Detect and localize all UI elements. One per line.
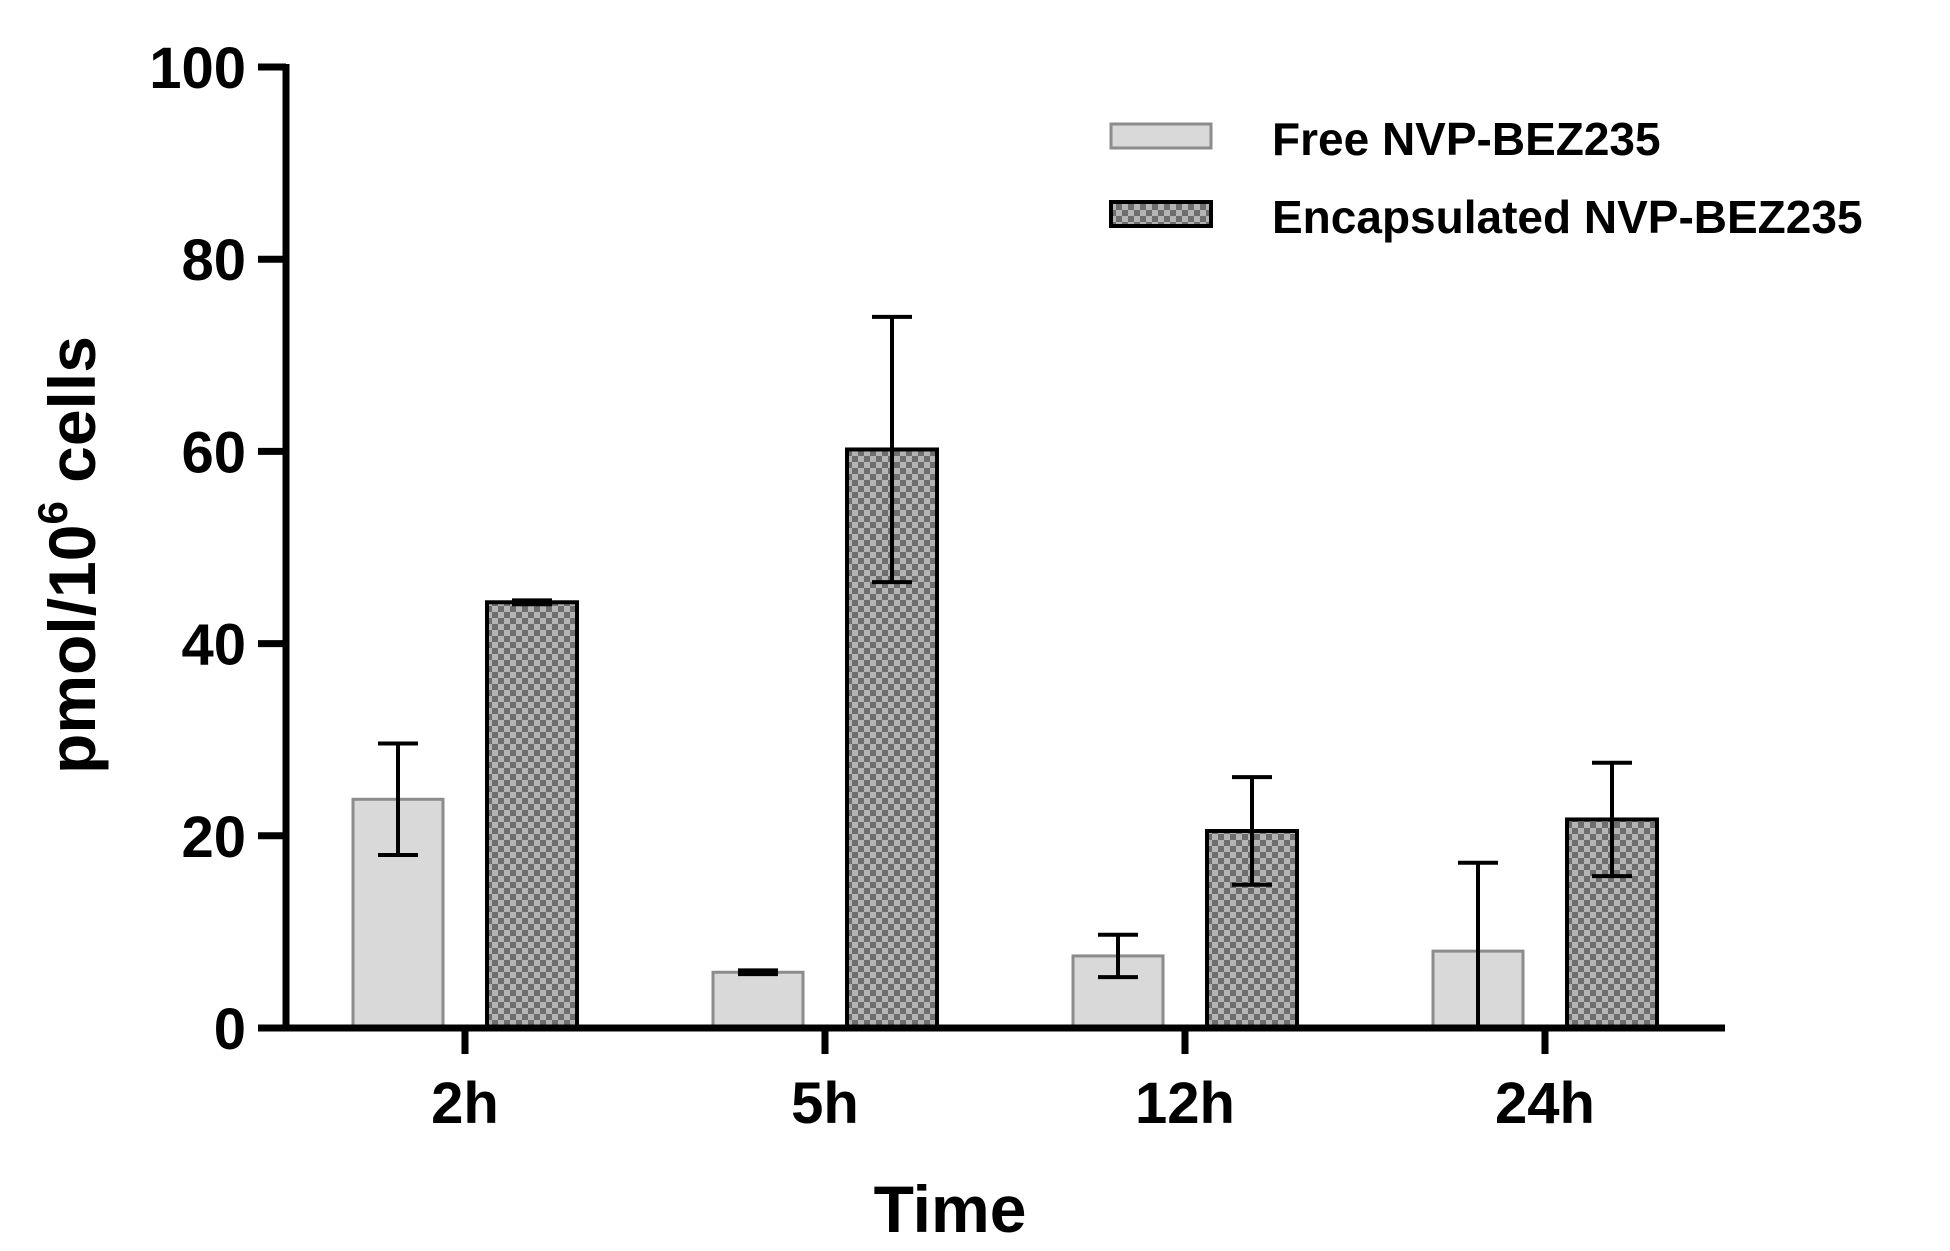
- error-bar-encapsulated-24h: [1592, 760, 1632, 879]
- error-bar-free-2h: [378, 741, 418, 858]
- x-tick-label-2h: 2h: [431, 1071, 499, 1136]
- x-tick-label-24h: 24h: [1495, 1071, 1595, 1136]
- y-axis-title-suffix: cells: [35, 336, 109, 501]
- legend-item-free: Free NVP-BEZ235: [1109, 113, 1661, 165]
- y-tick-label: 40: [181, 613, 246, 678]
- bar-encapsulated-5h: [845, 447, 939, 1030]
- y-axis-title-exponent: 6: [29, 501, 76, 524]
- y-ticks: 0 20 40 60 80 100: [149, 36, 286, 1062]
- error-bar-encapsulated-5h: [872, 314, 912, 585]
- legend: Free NVP-BEZ235 Encapsulated NVP-BEZ235: [1109, 113, 1863, 243]
- x-tick-label-5h: 5h: [791, 1071, 859, 1136]
- x-axis-title: Time: [874, 1172, 1027, 1246]
- error-bar-encapsulated-2h: [512, 598, 552, 607]
- bars-layer: [351, 447, 1659, 1031]
- y-tick-label: 60: [181, 420, 246, 485]
- legend-label-encapsulated: Encapsulated NVP-BEZ235: [1272, 191, 1863, 243]
- bar-encapsulated-2h: [485, 600, 579, 1030]
- legend-swatch-free: [1109, 122, 1213, 150]
- legend-swatch-encapsulated: [1109, 200, 1213, 228]
- x-tick-label-12h: 12h: [1135, 1071, 1235, 1136]
- bar-free-5h: [711, 970, 805, 1030]
- y-tick-label: 20: [181, 805, 246, 870]
- x-ticks: 2h 5h 12h 24h: [431, 1028, 1595, 1136]
- y-axis-title: pmol/106 cells: [29, 336, 109, 774]
- y-tick-label: 0: [214, 997, 246, 1062]
- legend-item-encapsulated: Encapsulated NVP-BEZ235: [1109, 191, 1863, 243]
- error-bar-free-5h: [738, 968, 778, 977]
- legend-label-free: Free NVP-BEZ235: [1272, 113, 1661, 165]
- error-bar-encapsulated-12h: [1232, 775, 1272, 887]
- y-tick-label: 80: [181, 228, 246, 293]
- error-bar-free-12h: [1098, 932, 1138, 980]
- y-tick-label: 100: [149, 36, 246, 101]
- y-axis-title-main: pmol/10: [35, 525, 109, 774]
